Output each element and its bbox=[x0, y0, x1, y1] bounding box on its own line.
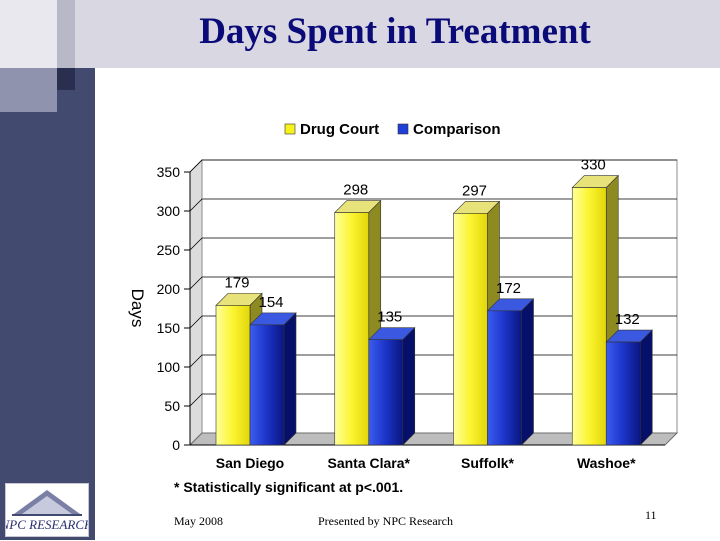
bar-comparison bbox=[487, 310, 522, 446]
y-tick-label: 100 bbox=[157, 359, 181, 375]
data-label: 132 bbox=[615, 311, 640, 328]
footer-date: May 2008 bbox=[174, 514, 223, 528]
data-label: 154 bbox=[258, 294, 283, 311]
bar-drug-court bbox=[453, 213, 488, 446]
x-tick-label: Washoe* bbox=[577, 455, 636, 471]
legend-swatch-drug-court bbox=[284, 123, 296, 135]
bar-drug-court bbox=[571, 187, 607, 446]
y-tick-label: 50 bbox=[164, 398, 180, 414]
logo-text: NPC RESEARCH bbox=[6, 517, 88, 532]
y-tick-label: 300 bbox=[157, 203, 181, 219]
data-label: 172 bbox=[496, 280, 521, 297]
gridline bbox=[189, 198, 677, 212]
x-tick-label: San Diego bbox=[216, 455, 284, 471]
decor-square-light bbox=[57, 0, 75, 68]
x-tick-label: Suffolk* bbox=[461, 455, 514, 471]
gridline bbox=[189, 159, 677, 173]
page-title: Days Spent in Treatment bbox=[199, 11, 591, 52]
decor-square-top bbox=[0, 0, 57, 68]
title-band bbox=[57, 0, 720, 68]
footnote: * Statistically significant at p<.001. bbox=[174, 479, 404, 495]
npc-logo-mark-icon: NPC RESEARCH bbox=[0, 490, 94, 532]
data-label: 179 bbox=[224, 274, 249, 291]
data-label: 330 bbox=[581, 157, 606, 174]
bar-comparison bbox=[605, 341, 641, 446]
y-tick-label: 200 bbox=[157, 281, 181, 297]
bar-drug-court bbox=[334, 212, 370, 446]
bar-comparison bbox=[368, 339, 404, 446]
data-label: 135 bbox=[377, 309, 402, 326]
decor-square-dark bbox=[57, 68, 75, 90]
bar-drug-court bbox=[215, 305, 251, 446]
legend-swatch-comparison bbox=[397, 123, 409, 135]
bar-chart: 0 50 100 150 200 250 300 350 Days 179 154 San Diego… bbox=[128, 121, 679, 471]
data-label: 298 bbox=[343, 182, 368, 199]
page-number: 11 bbox=[645, 508, 657, 522]
legend-label-comparison: Comparison bbox=[413, 121, 501, 138]
y-axis-label: Days bbox=[128, 289, 147, 328]
bar-comparison-side bbox=[521, 298, 534, 446]
bar-comparison-side bbox=[402, 326, 416, 446]
gridline bbox=[189, 276, 677, 290]
x-tick-label: Santa Clara* bbox=[328, 455, 411, 471]
y-tick-label: 0 bbox=[172, 437, 180, 453]
bar-comparison-side bbox=[639, 329, 653, 446]
y-tick-label: 150 bbox=[157, 320, 181, 336]
bar-comparison-side bbox=[283, 312, 297, 446]
gridline bbox=[189, 237, 677, 251]
legend-label-drug-court: Drug Court bbox=[300, 121, 379, 138]
footer-presenter: Presented by NPC Research bbox=[318, 514, 453, 528]
y-tick-label: 250 bbox=[157, 242, 181, 258]
chart-side-wall bbox=[189, 158, 203, 447]
decor-square-mid bbox=[0, 68, 57, 112]
y-tick-label: 350 bbox=[157, 164, 181, 180]
npc-logo: NPC RESEARCH bbox=[0, 483, 94, 537]
data-label: 297 bbox=[462, 182, 487, 199]
bar-comparison bbox=[249, 324, 285, 446]
